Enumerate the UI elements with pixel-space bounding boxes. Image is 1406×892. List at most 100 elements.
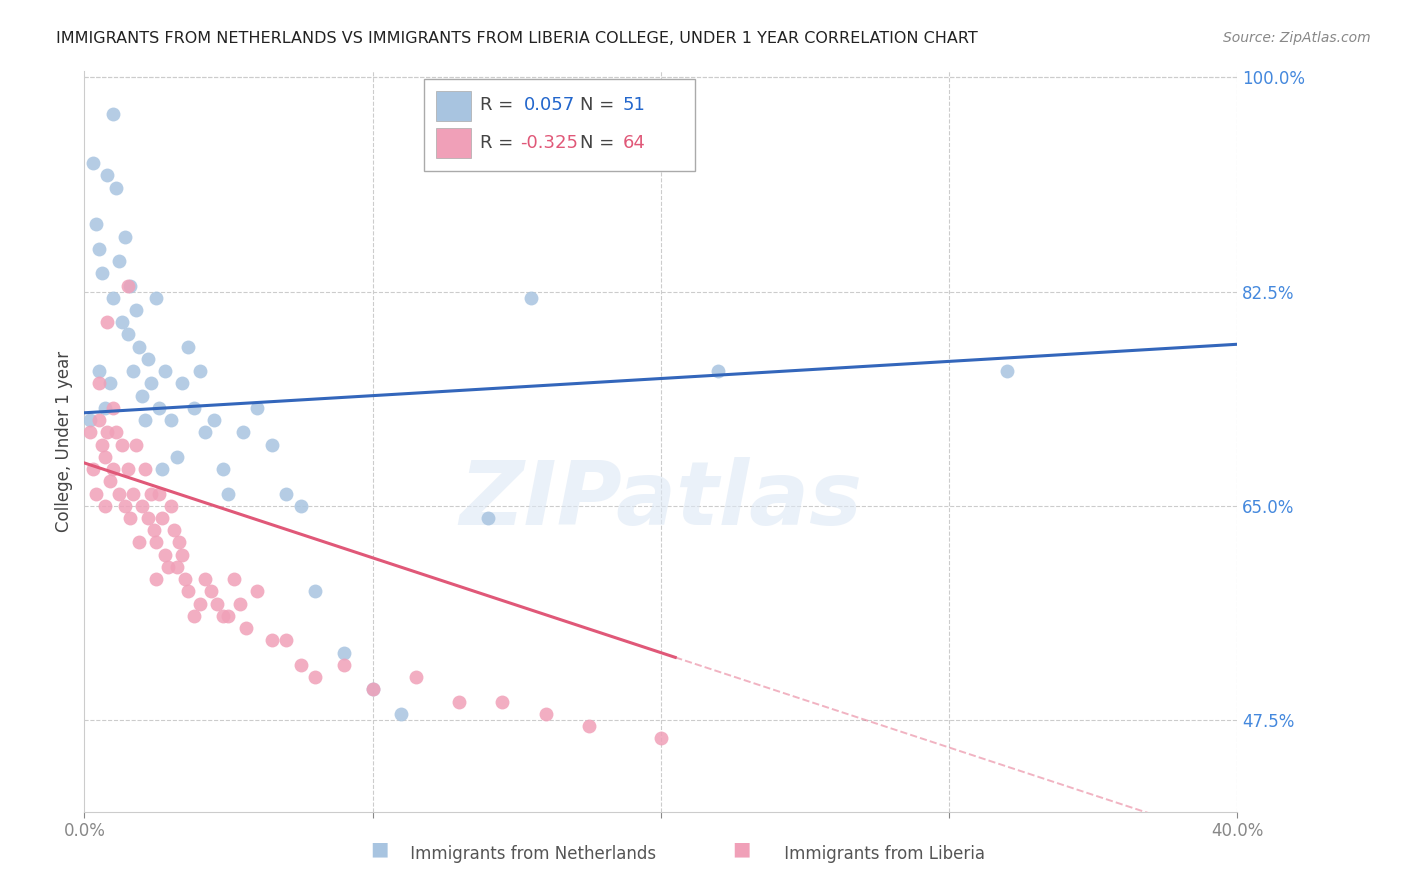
Point [125,437,148,451]
Point [707,364,730,378]
Point [153,548,176,562]
Point [82,462,104,476]
Point [98,475,121,489]
Point [117,327,139,342]
Point [276,633,298,648]
Point [290,499,312,513]
Point [534,706,557,721]
Point [520,291,543,305]
Point [477,511,499,525]
Point [304,584,326,599]
Point [122,364,145,378]
Point [120,511,142,525]
Point [183,608,205,623]
Point [218,608,240,623]
Point [87,376,110,391]
Point [224,572,246,586]
Point [117,278,139,293]
Point [156,560,179,574]
Point [650,731,672,746]
Point [148,486,170,500]
Point [84,486,107,500]
Point [260,633,283,648]
Point [163,523,186,537]
Text: R =: R = [479,95,519,113]
Text: R =: R = [479,134,519,153]
Point [211,608,233,623]
Point [188,597,211,611]
Point [194,572,217,586]
Point [93,499,115,513]
Point [131,499,153,513]
Point [136,511,159,525]
Point [235,621,257,635]
Text: Immigrants from Liberia: Immigrants from Liberia [758,846,986,863]
Point [145,572,167,586]
Point [79,425,101,440]
Point [96,425,118,440]
Point [150,462,173,476]
Point [103,291,124,305]
Point [260,437,283,451]
Point [174,572,197,586]
Point [122,486,145,500]
Point [276,486,298,500]
Point [105,180,128,194]
Text: -0.325: -0.325 [520,134,578,153]
Point [108,486,131,500]
Point [96,169,118,183]
Point [200,584,222,599]
Point [150,511,173,525]
Point [114,229,136,244]
Point [79,413,101,427]
Point [103,401,124,415]
Text: 64: 64 [623,134,645,153]
Point [90,266,112,280]
Point [177,584,200,599]
Text: ■: ■ [370,839,389,858]
Point [232,425,254,440]
Point [218,486,240,500]
Point [172,376,194,391]
Point [160,499,183,513]
Point [103,462,124,476]
Point [125,303,148,318]
Point [153,364,176,378]
Text: ZIPatlas: ZIPatlas [460,458,862,544]
FancyBboxPatch shape [436,128,471,158]
Point [96,315,118,329]
Text: IMMIGRANTS FROM NETHERLANDS VS IMMIGRANTS FROM LIBERIA COLLEGE, UNDER 1 YEAR COR: IMMIGRANTS FROM NETHERLANDS VS IMMIGRANT… [56,31,979,46]
Point [205,597,228,611]
Point [117,462,139,476]
Text: N =: N = [581,134,620,153]
Point [333,646,356,660]
Point [333,657,356,672]
Point [166,560,188,574]
Point [169,535,191,549]
Point [246,584,269,599]
Point [111,437,134,451]
Point [108,254,131,268]
Point [177,340,200,354]
Y-axis label: College, Under 1 year: College, Under 1 year [55,351,73,533]
FancyBboxPatch shape [436,91,471,121]
Text: ■: ■ [731,839,751,858]
Point [304,670,326,684]
Point [120,278,142,293]
Point [103,107,124,121]
Point [87,242,110,256]
Point [136,351,159,366]
Point [105,425,128,440]
Point [405,670,427,684]
Point [172,548,194,562]
Point [202,413,225,427]
Point [449,695,471,709]
Text: Source: ZipAtlas.com: Source: ZipAtlas.com [1223,31,1371,45]
FancyBboxPatch shape [425,78,696,171]
Point [134,413,156,427]
Point [93,401,115,415]
Point [246,401,269,415]
Point [229,597,252,611]
Point [578,719,600,733]
Point [90,437,112,451]
